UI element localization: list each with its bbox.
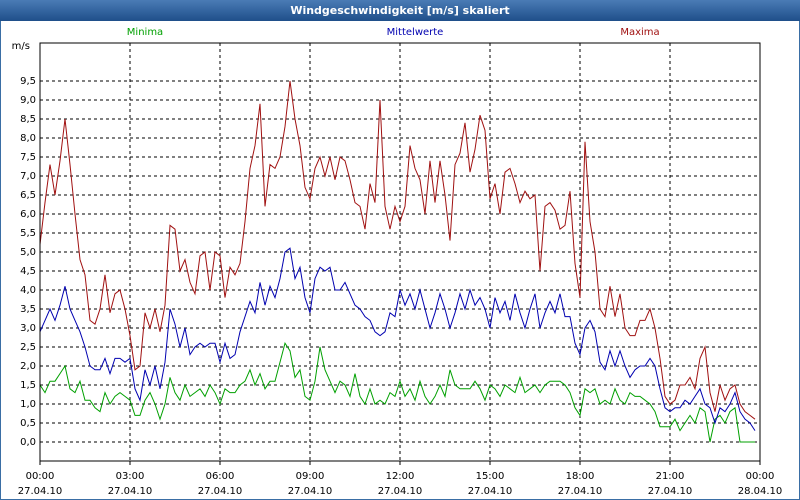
x-tick-label: 12:00 bbox=[386, 471, 415, 482]
y-tick-label: 2,5 bbox=[20, 342, 36, 353]
y-tick-label: 7,5 bbox=[20, 152, 36, 163]
y-tick-label: 0,5 bbox=[20, 418, 36, 429]
legend-label: Mittelwerte bbox=[387, 27, 444, 38]
series-line bbox=[39, 80, 756, 420]
grid bbox=[39, 43, 761, 461]
x-tick-label: 27.04.10 bbox=[108, 486, 153, 497]
x-tick-label: 03:00 bbox=[116, 471, 145, 482]
x-tick-label: 00:00 bbox=[746, 471, 775, 482]
legend-label: Maxima bbox=[620, 27, 659, 38]
y-tick-label: 1,5 bbox=[20, 380, 36, 391]
y-tick-label: 8,0 bbox=[20, 133, 36, 144]
lines bbox=[39, 80, 756, 443]
chart-title: Windgeschwindigkeit [m/s] skaliert bbox=[290, 4, 509, 17]
y-tick-label: 5,5 bbox=[20, 228, 36, 239]
series-line bbox=[39, 247, 756, 431]
x-tick-label: 09:00 bbox=[296, 471, 325, 482]
x-tick-label: 15:00 bbox=[476, 471, 505, 482]
x-tick-label: 27.04.10 bbox=[378, 486, 423, 497]
y-axis-label: m/s bbox=[12, 41, 30, 52]
y-tick-label: 3,0 bbox=[20, 323, 36, 334]
y-tick-label: 4,5 bbox=[20, 266, 36, 277]
x-tick-label: 06:00 bbox=[206, 471, 235, 482]
y-tick-label: 4,0 bbox=[20, 285, 36, 296]
y-tick-label: 6,5 bbox=[20, 190, 36, 201]
x-tick-label: 27.04.10 bbox=[558, 486, 603, 497]
x-tick-label: 28.04.10 bbox=[738, 486, 783, 497]
x-tick-label: 27.04.10 bbox=[468, 486, 513, 497]
x-tick-label: 21:00 bbox=[656, 471, 685, 482]
legend-label: Minima bbox=[127, 27, 163, 38]
y-tick-label: 1,0 bbox=[20, 399, 36, 410]
x-tick-label: 27.04.10 bbox=[18, 486, 63, 497]
x-tick-label: 00:00 bbox=[26, 471, 55, 482]
x-tick-label: 27.04.10 bbox=[198, 486, 243, 497]
y-tick-label: 5,0 bbox=[20, 247, 36, 258]
title-bar bbox=[0, 0, 800, 21]
y-tick-label: 0,0 bbox=[20, 437, 36, 448]
y-tick-label: 3,5 bbox=[20, 304, 36, 315]
y-tick-label: 9,5 bbox=[20, 76, 36, 87]
x-tick-label: 18:00 bbox=[566, 471, 595, 482]
y-tick-label: 7,0 bbox=[20, 171, 36, 182]
y-tick-label: 9,0 bbox=[20, 95, 36, 106]
y-tick-label: 6,0 bbox=[20, 209, 36, 220]
y-tick-label: 8,5 bbox=[20, 114, 36, 125]
y-tick-label: 2,0 bbox=[20, 361, 36, 372]
series-line bbox=[39, 341, 755, 443]
x-tick-label: 27.04.10 bbox=[648, 486, 693, 497]
x-tick-label: 27.04.10 bbox=[288, 486, 333, 497]
